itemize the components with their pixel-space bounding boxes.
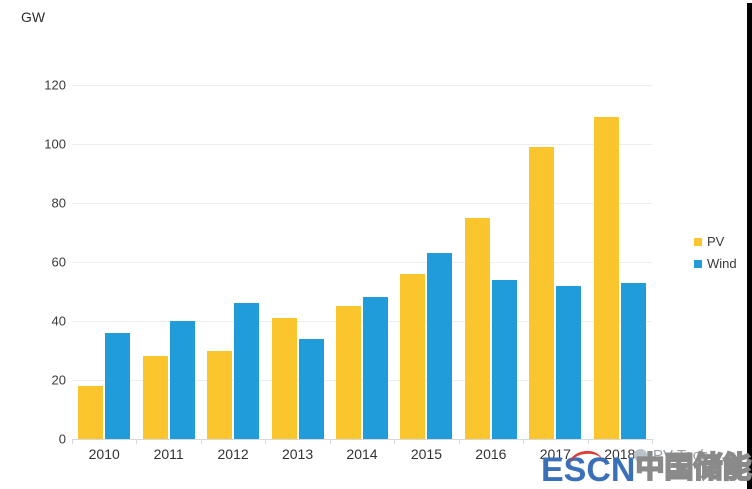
pv-tech-credit: PV Tech [634,447,709,464]
bar-wind-2016 [491,279,517,439]
gridline-20 [72,380,652,381]
legend-label-pv: PV [707,234,725,249]
escn-logo-text: ESCN [541,448,635,487]
x-axis-label-2017: 2017 [539,446,571,462]
y-axis-tick-label: 120 [44,77,66,93]
gridline-40 [72,321,652,322]
y-axis-tick-label: 20 [51,372,66,388]
y-axis-tick-label: 100 [44,136,66,152]
bar-wind-2010 [105,332,131,439]
bar-pv-2017 [529,146,555,439]
y-axis-tick-label: 0 [58,431,66,447]
x-axis-label-2010: 2010 [88,446,120,462]
x-axis-tick [329,440,331,444]
bar-pv-2016 [464,217,490,439]
x-axis-tick [458,440,460,444]
bar-pv-2010 [78,385,104,439]
bar-wind-2017 [556,285,582,439]
gridline-120 [72,85,652,86]
pv-tech-logo-icon [634,449,647,462]
x-axis-label-2011: 2011 [153,446,184,462]
legend-item-pv: PV [694,235,737,248]
bar-pv-2018 [593,117,619,439]
gridline-60 [72,262,652,263]
y-axis-tick-label: 60 [51,254,66,270]
x-axis-tick [652,440,653,444]
legend-label-wind: Wind [707,256,737,271]
bar-wind-2011 [169,321,195,439]
x-axis-tick [587,440,589,444]
x-axis-tick [200,440,202,444]
x-axis-tick [265,440,267,444]
bar-pv-2011 [142,356,168,439]
right-edge-border [747,3,752,489]
x-axis-tick [136,440,138,444]
x-axis-tick [394,440,396,444]
pv-tech-credit-text: PV Tech [653,447,709,464]
pv-swatch-icon [694,237,702,246]
bar-pv-2015 [400,273,426,439]
legend-item-wind: Wind [694,257,737,270]
gridline-100 [72,144,652,145]
escn-watermark: ESCN 中国储能网 [541,448,752,487]
y-axis-unit-label: GW [21,9,46,25]
gridline-80 [72,203,652,204]
x-axis-line [72,439,653,440]
x-axis-label-2018: 2018 [604,446,636,462]
bar-wind-2012 [234,303,260,439]
bar-wind-2018 [620,282,646,439]
x-axis-label-2016: 2016 [475,446,507,462]
x-axis-tick [523,440,525,444]
x-axis-label-2012: 2012 [217,446,249,462]
y-axis-tick-label: 80 [51,195,66,211]
chart-legend: PV Wind [694,235,737,270]
x-axis-label-2014: 2014 [346,446,378,462]
escn-chinese-name: 中国储能网 [634,451,752,485]
x-axis-label-2013: 2013 [281,446,314,462]
bar-wind-2014 [363,297,388,439]
x-axis-tick [72,440,73,444]
bar-pv-2014 [336,306,361,439]
wind-swatch-icon [694,259,702,268]
escn-logo-arc-icon [567,448,603,467]
x-axis-label-2015: 2015 [410,446,443,462]
bar-pv-2013 [271,318,297,439]
y-axis-tick-label: 40 [51,313,66,329]
bar-wind-2015 [427,253,453,439]
bar-wind-2013 [298,338,324,439]
bar-pv-2012 [207,350,233,439]
